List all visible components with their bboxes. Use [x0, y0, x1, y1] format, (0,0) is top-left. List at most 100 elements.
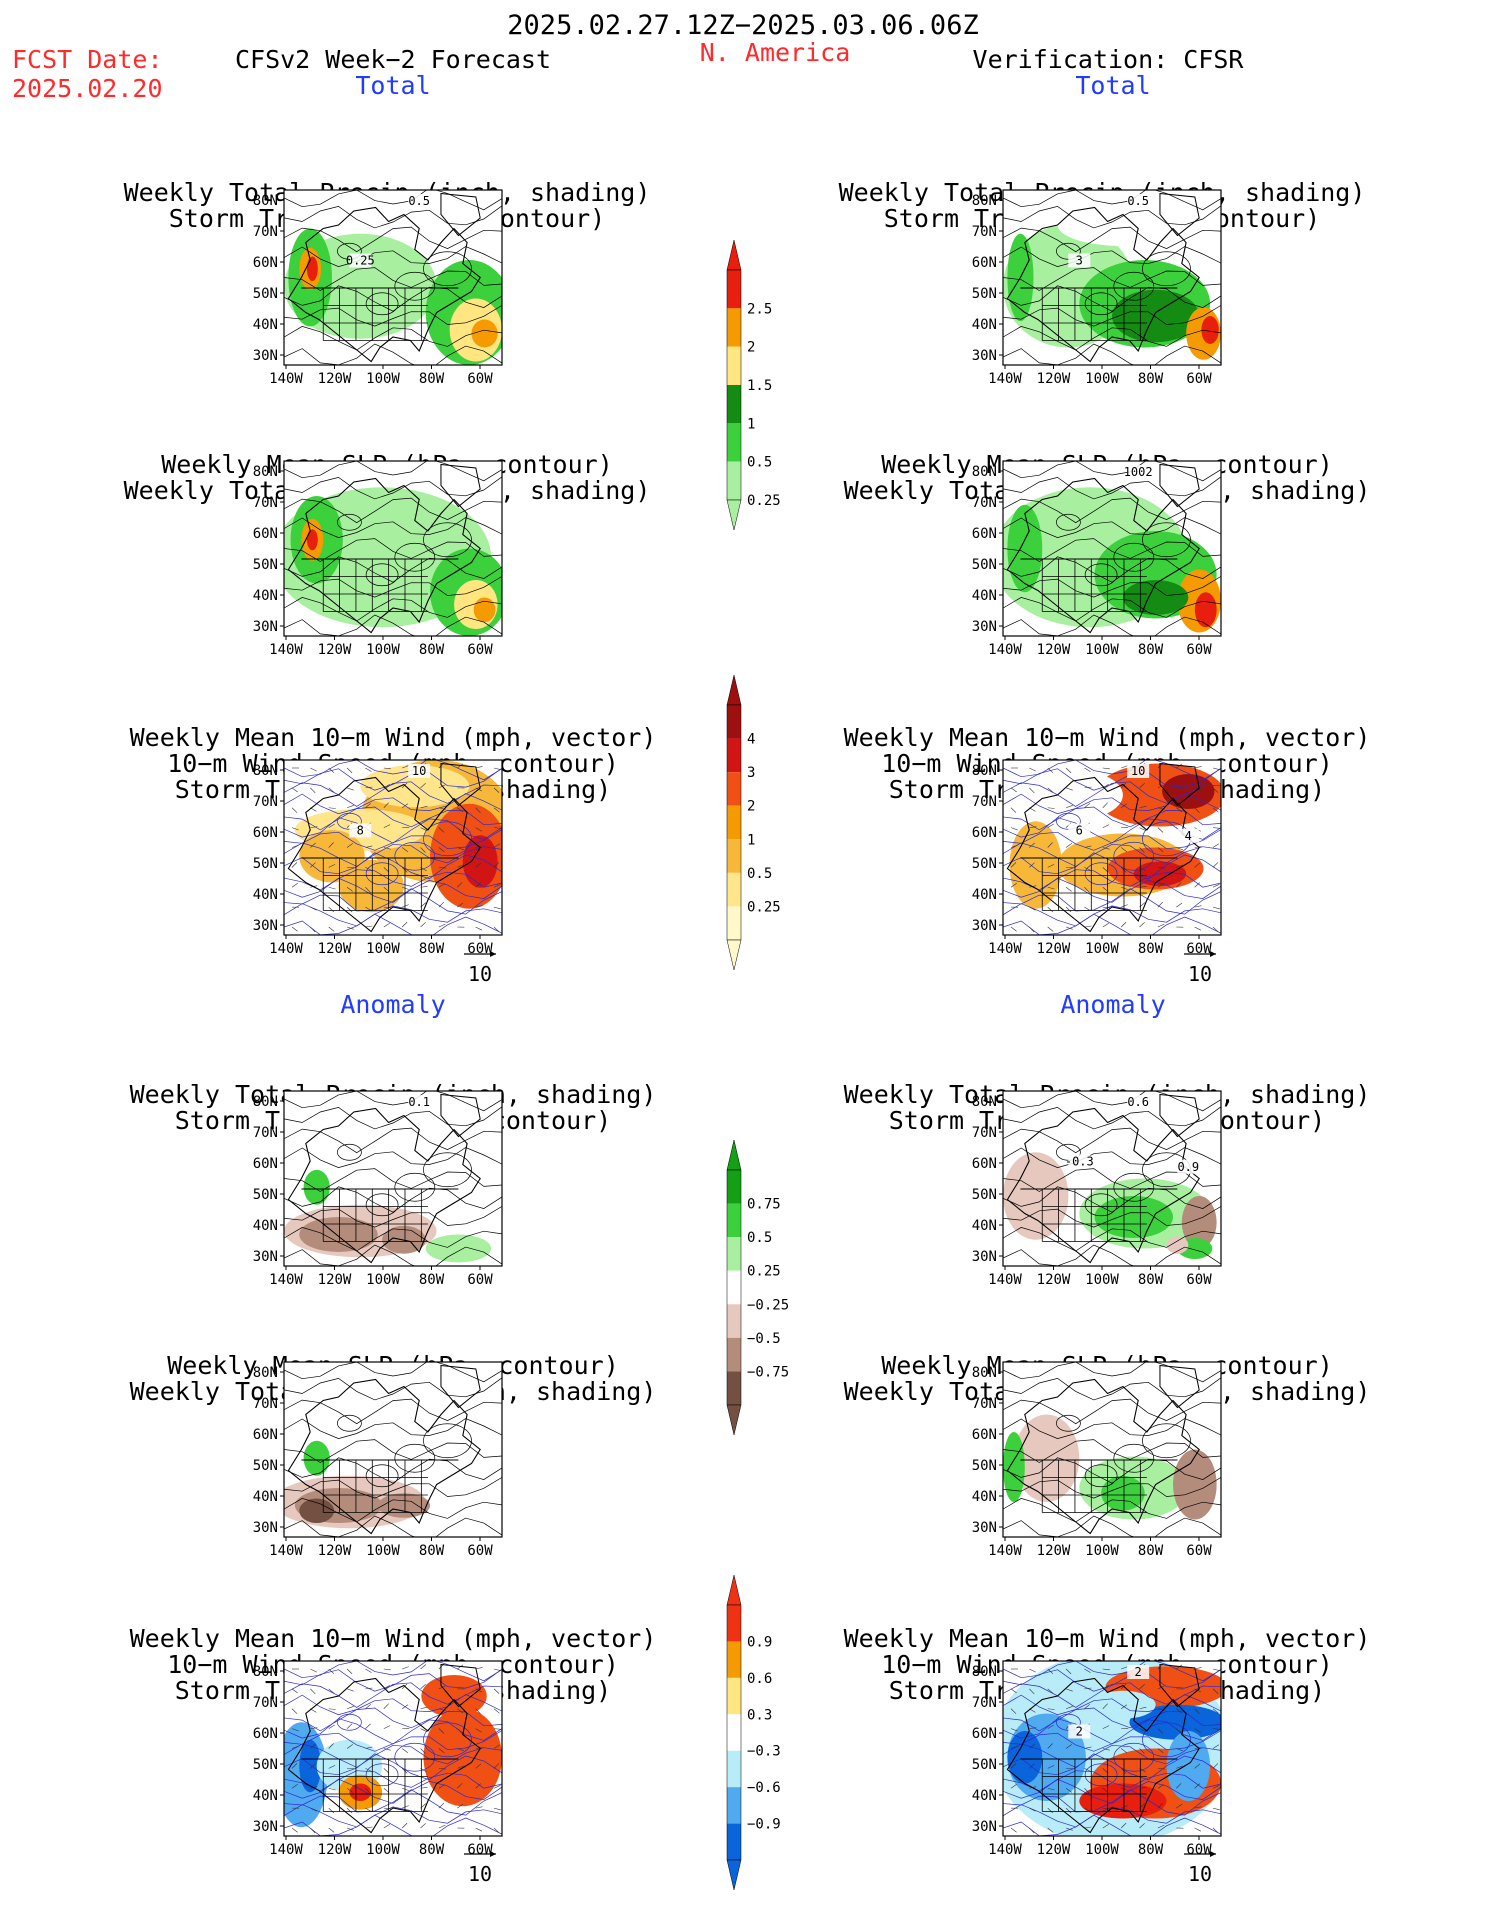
wind-vector: [346, 926, 354, 930]
wind-vector: [493, 827, 502, 829]
contour-loop: [365, 862, 399, 886]
shading-region: [1003, 1432, 1025, 1502]
wind-vector: [1176, 882, 1182, 888]
lat-label: 60N: [972, 526, 997, 542]
lon-label: 60W: [1186, 1272, 1212, 1288]
colorbar-label: −0.5: [747, 1331, 781, 1347]
wind-vector: [328, 1827, 335, 1833]
lon-label: 80W: [419, 371, 445, 387]
wind-vector: [1047, 767, 1054, 773]
wind-vector: [310, 1807, 317, 1812]
map-frame: [1002, 759, 1222, 936]
section-total-left: Total: [355, 71, 431, 100]
wind-vector: [1084, 1768, 1091, 1772]
contour-line: [1003, 1778, 1221, 1804]
contour-line: [284, 1477, 502, 1499]
wind-vector: [420, 782, 426, 789]
colorbar-swatch: [727, 385, 741, 424]
lat-label: 70N: [253, 794, 278, 810]
contour-line: [284, 1206, 502, 1228]
wind-vector: [346, 1706, 354, 1710]
contour-line: [284, 1186, 502, 1213]
contour-line: [284, 517, 502, 538]
wind-vector: [457, 882, 463, 888]
wind-vector: [1102, 824, 1110, 828]
wind-vector: [1065, 1688, 1073, 1692]
wind-vector: [1047, 823, 1054, 828]
wind-vector: [1121, 1805, 1128, 1809]
contour-line: [1003, 829, 1221, 851]
contour-line: [284, 305, 502, 327]
state-borders: [301, 857, 459, 911]
contour-loop: [365, 1763, 399, 1787]
contour-line: [284, 1227, 502, 1252]
lat-label: 50N: [972, 856, 997, 872]
wind-vector: [1121, 803, 1128, 808]
wind-vector: [310, 926, 316, 933]
wind-vector: [402, 803, 409, 808]
greenland-outline: [440, 762, 481, 807]
contour-line: [1003, 1457, 1221, 1484]
wind-vector: [475, 1667, 483, 1670]
lat-label: 30N: [253, 918, 278, 934]
contour-line: [284, 888, 502, 915]
shading-region: [360, 765, 470, 808]
colorbar-label: 0.25: [747, 493, 781, 509]
lon-label: 60W: [467, 371, 493, 387]
contour-line: [284, 760, 502, 781]
contour-label: 2: [1135, 1665, 1142, 1679]
colorbar-swatch: [727, 1337, 741, 1372]
contour-loop: [337, 1713, 362, 1731]
wind-vector: [438, 827, 445, 833]
wind-vector: [402, 1787, 409, 1791]
wind-vector: [1212, 1728, 1221, 1730]
colorbar-label: 0.6: [747, 1671, 772, 1687]
contour-line: [1003, 1362, 1221, 1383]
coastline: [287, 206, 481, 363]
wind-vector: [1157, 923, 1165, 928]
lon-label: 100W: [366, 371, 400, 387]
wind-vector: [1047, 807, 1055, 809]
map-frame: [1002, 1090, 1222, 1267]
lon-label: 100W: [1085, 371, 1119, 387]
wind-vector: [291, 1827, 298, 1833]
wind-vector: [475, 1728, 482, 1733]
wind-vector: [1010, 926, 1017, 932]
lon-label: 60W: [1186, 371, 1212, 387]
colorbar-label: 1.5: [747, 378, 772, 394]
wind-vector: [291, 827, 299, 831]
wind-vector: [420, 1664, 427, 1670]
contour-label: 0.9: [1177, 1160, 1199, 1174]
lat-label: 40N: [972, 1788, 997, 1804]
contour-line: [1003, 903, 1221, 927]
lat-label: 70N: [253, 495, 278, 511]
wind-vector: [1121, 1787, 1128, 1791]
wind-vector: [310, 1668, 317, 1673]
greenland-outline: [1159, 1093, 1200, 1138]
contour-line: [1003, 1477, 1221, 1499]
contour-line: [284, 767, 502, 791]
vector-reference: 10: [464, 1851, 496, 1886]
wind-vector: [493, 1827, 500, 1834]
shading-region: [1181, 1196, 1217, 1249]
greenland-outline: [1159, 1663, 1200, 1708]
lat-label: 80N: [253, 1365, 278, 1381]
colorbar-swatch: [727, 1237, 741, 1271]
wind-vector: [1010, 1745, 1018, 1749]
lat-label: 80N: [972, 1365, 997, 1381]
contour-line: [284, 842, 502, 867]
contour-line: [284, 1106, 502, 1130]
wind-vector: [1194, 882, 1201, 888]
lon-label: 60W: [1186, 941, 1212, 957]
wind-vector: [383, 1807, 391, 1810]
wind-vector: [1047, 926, 1054, 932]
wind-vector: [383, 1768, 390, 1774]
contour-line: [284, 1753, 502, 1781]
wind-vector: [1102, 1703, 1108, 1709]
lon-label: 100W: [1085, 941, 1119, 957]
wind-vector: [1176, 763, 1183, 769]
wind-vector: [493, 767, 501, 770]
wind-vector: [401, 921, 408, 928]
colorbar-swatch: [727, 1170, 741, 1204]
